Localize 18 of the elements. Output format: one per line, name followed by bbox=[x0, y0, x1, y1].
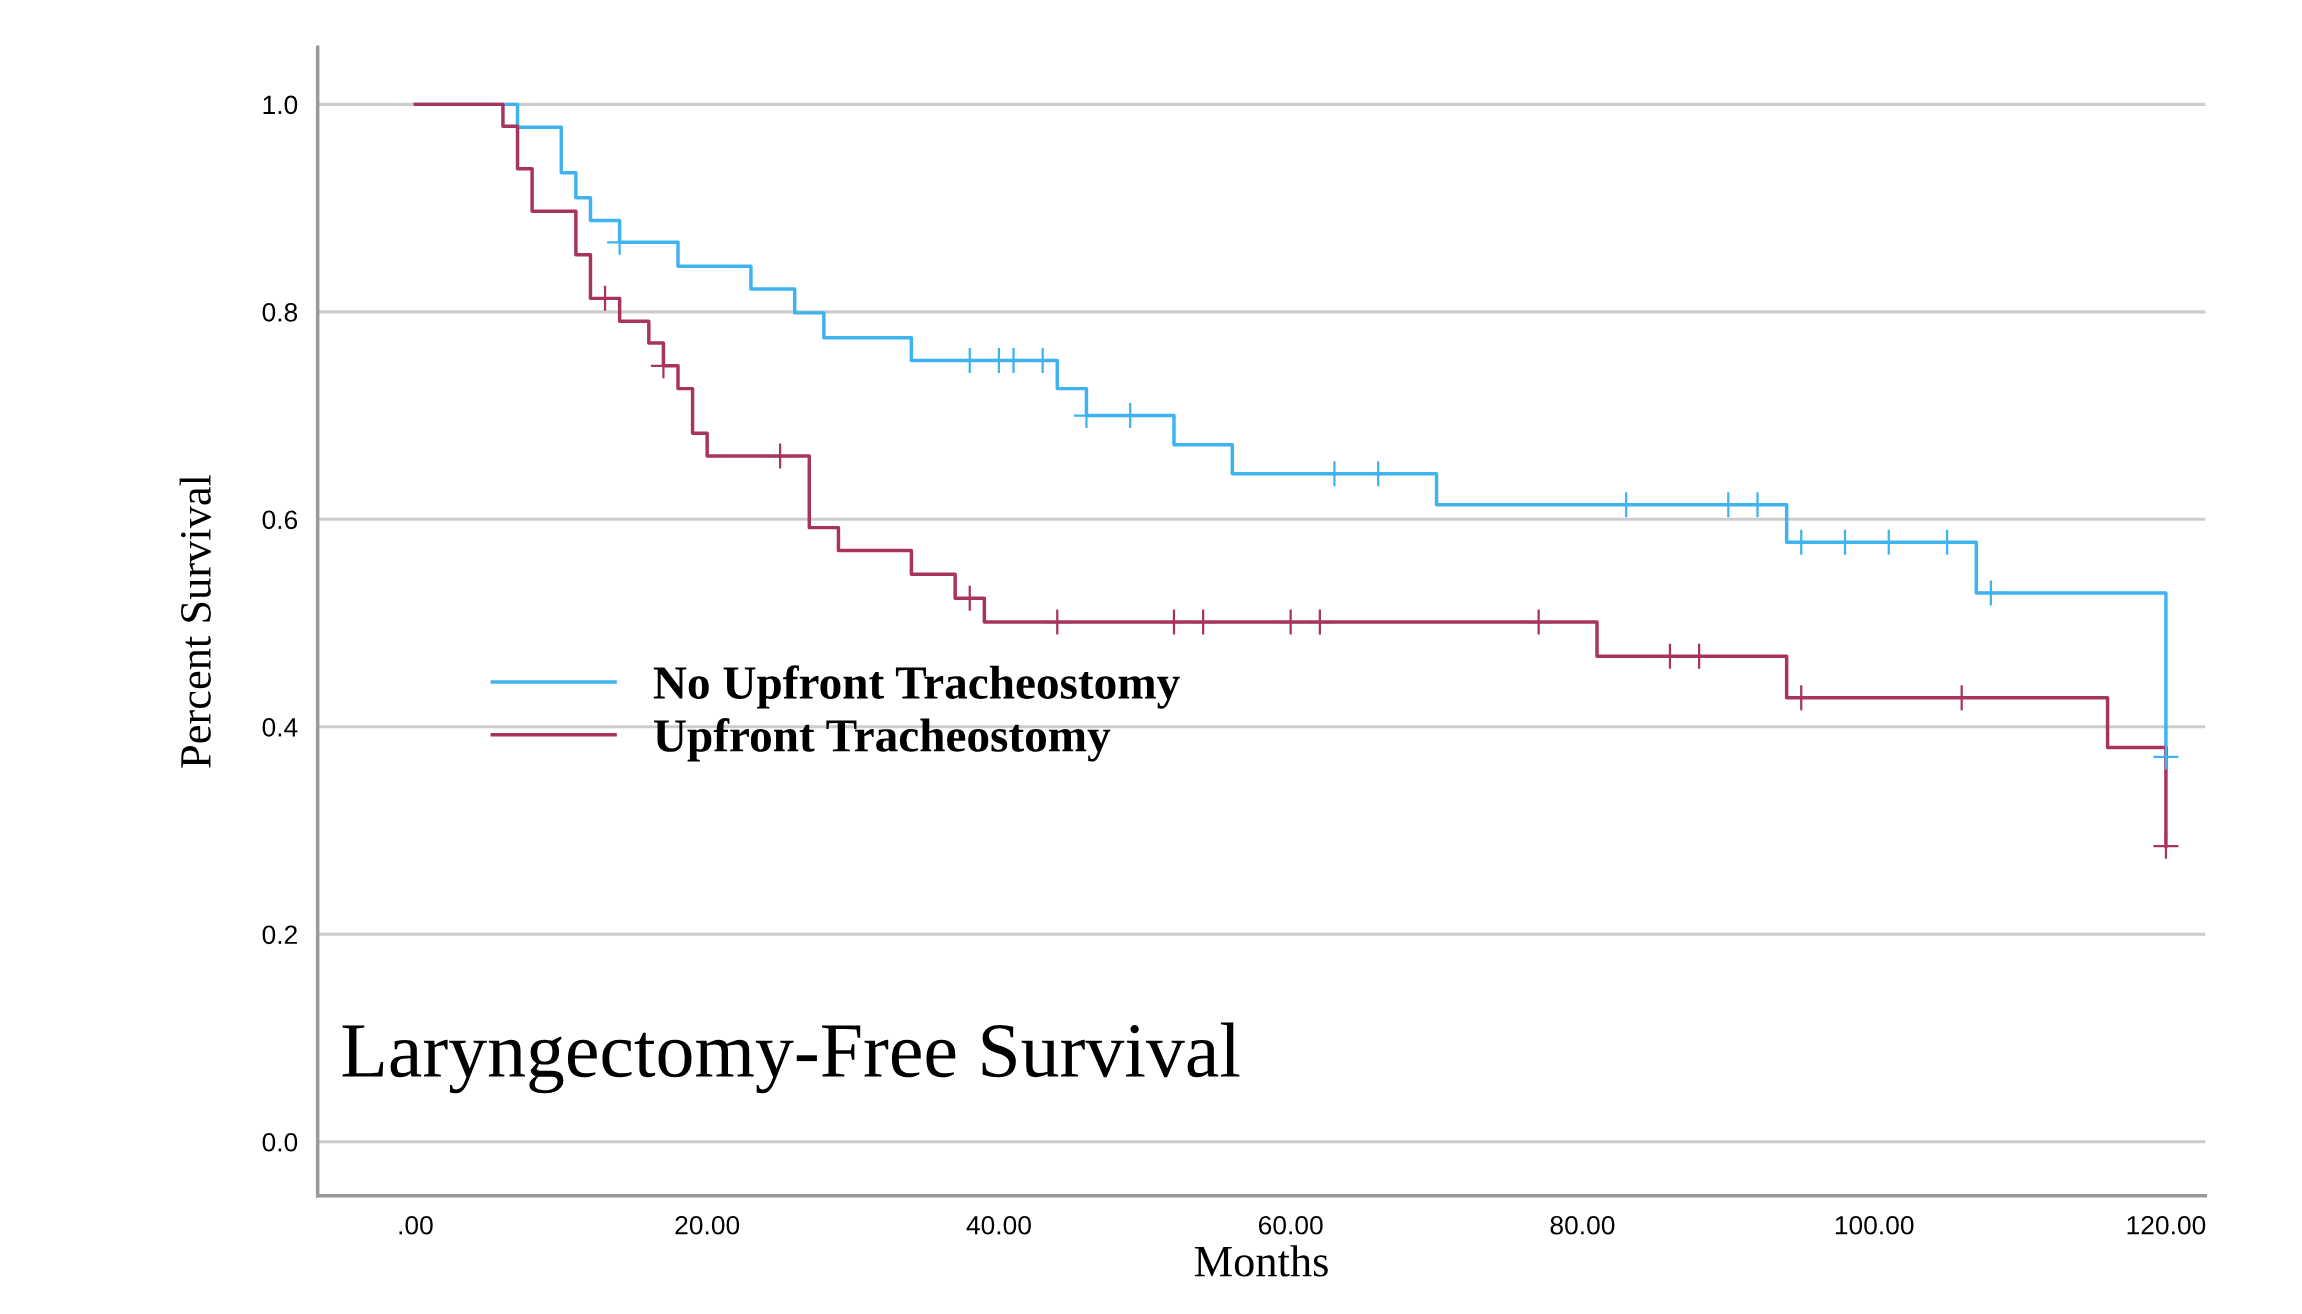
y-tick-label: 0.0 bbox=[262, 1132, 298, 1152]
y-tick-label: 0.2 bbox=[262, 925, 297, 945]
y-tick-label: 1.0 bbox=[263, 95, 298, 115]
x-tick-label: .00 bbox=[399, 1215, 433, 1235]
y-tick-label: 0.4 bbox=[262, 717, 298, 737]
x-tick-label: 80.00 bbox=[1550, 1215, 1615, 1235]
x-tick-label: 60.00 bbox=[1259, 1215, 1323, 1235]
y-tick-label: 0.8 bbox=[262, 302, 298, 322]
x-axis-title: Months bbox=[1194, 1245, 1328, 1277]
x-tick-label: 20.00 bbox=[675, 1215, 740, 1235]
x-tick-label: 100.00 bbox=[1835, 1215, 1914, 1235]
text: Laryngectomy-Free Survival bbox=[342, 1022, 1240, 1094]
legend-label: No Upfront Tracheostomy bbox=[653, 665, 1180, 709]
y-axis-title: Percent Survival bbox=[179, 474, 211, 768]
legend-label: Upfront Tracheostomy bbox=[654, 718, 1111, 762]
y-tick-label: 0.6 bbox=[262, 510, 298, 530]
x-tick-label: 40.00 bbox=[966, 1215, 1031, 1235]
x-tick-label: 120.00 bbox=[2127, 1215, 2206, 1235]
